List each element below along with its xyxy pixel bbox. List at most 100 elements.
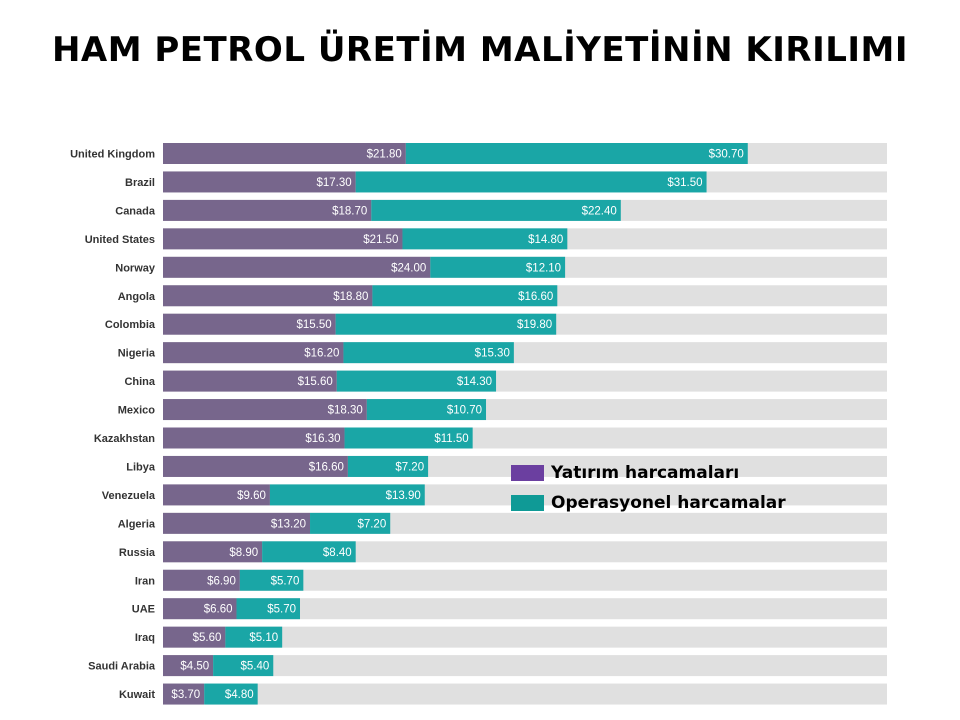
bar-segment-operational (236, 598, 301, 620)
bar-segment-investment (163, 199, 372, 221)
bar-segment-investment (163, 484, 270, 506)
data-label: $16.60 (518, 291, 553, 303)
data-label: $13.20 (271, 518, 306, 530)
data-label: $15.30 (475, 348, 510, 360)
category-label: Russia (119, 547, 156, 559)
category-label: Mexico (118, 405, 156, 417)
bar-segment-operational (366, 399, 487, 421)
bar-segment-operational (347, 455, 429, 477)
data-label: $19.80 (517, 319, 552, 331)
data-label: $6.90 (207, 575, 236, 587)
data-label: $18.70 (332, 205, 367, 217)
data-label: $5.60 (193, 632, 222, 644)
data-label: $15.60 (298, 376, 333, 388)
bar-segment-investment (163, 427, 345, 449)
bar-segment-investment (163, 399, 367, 421)
data-label: $5.70 (271, 575, 300, 587)
data-label: $8.90 (229, 547, 258, 559)
category-label: Libya (126, 461, 156, 473)
bar-segment-investment (163, 683, 205, 705)
bar-segment-operational (336, 370, 497, 392)
category-label: Kazakhstan (94, 433, 155, 445)
data-label: $6.60 (204, 604, 233, 616)
category-label: Venezuela (102, 490, 156, 502)
legend-swatch-operational (511, 495, 544, 511)
bar-segment-investment (163, 655, 214, 677)
bar-segment-operational (213, 655, 274, 677)
data-label: $4.80 (225, 689, 254, 701)
bar-segment-operational (405, 143, 748, 164)
category-label: Nigeria (118, 348, 156, 360)
data-label: $15.50 (296, 319, 331, 331)
data-label: $12.10 (526, 262, 561, 274)
category-label: Norway (115, 262, 156, 274)
legend-item-investment: Yatırım harcamaları (511, 458, 811, 488)
legend: Yatırım harcamaları Operasyonel harcamal… (511, 458, 811, 518)
data-label: $11.50 (434, 433, 468, 445)
legend-label-operational: Operasyonel harcamalar (551, 493, 786, 513)
bar-segment-investment (163, 512, 311, 534)
data-label: $5.70 (267, 604, 296, 616)
bar-segment-operational (344, 427, 473, 449)
data-label: $14.30 (457, 376, 492, 388)
data-label: $4.50 (180, 661, 209, 673)
data-label: $31.50 (667, 177, 702, 189)
category-label: Iran (135, 575, 155, 587)
bar-segment-operational (262, 541, 356, 563)
bar-segment-operational (372, 285, 558, 307)
category-label: Brazil (125, 177, 155, 189)
data-label: $16.60 (309, 461, 344, 473)
bar-segment-operational (430, 256, 566, 278)
data-label: $21.80 (367, 149, 402, 161)
slide-title: HAM PETROL ÜRETİM MALİYETİNİN KIRILIMI (51, 30, 909, 70)
bar-segment-investment (163, 143, 406, 164)
bar-segment-operational (355, 171, 707, 193)
data-label: $5.10 (249, 632, 278, 644)
bar-segment-investment (163, 342, 344, 364)
data-label: $21.50 (363, 234, 398, 246)
category-label: China (124, 376, 155, 388)
category-label: United States (85, 234, 155, 246)
bar-segment-operational (371, 199, 621, 221)
bar-segment-operational (269, 484, 425, 506)
data-label: $30.70 (709, 149, 744, 161)
bar-segment-investment (163, 370, 337, 392)
category-label: Iraq (135, 632, 155, 644)
bar-track (163, 598, 887, 620)
data-label: $16.30 (305, 433, 340, 445)
category-label: Saudi Arabia (88, 661, 156, 673)
bar-segment-investment (163, 228, 403, 250)
bar-segment-investment (163, 171, 356, 193)
bar-segment-investment (163, 626, 226, 648)
data-label: $16.20 (304, 348, 339, 360)
bar-segment-investment (163, 313, 336, 335)
bar-segment-operational (239, 569, 304, 591)
bar-segment-operational (225, 626, 283, 648)
bar-segment-operational (204, 683, 258, 705)
data-label: $13.90 (386, 490, 421, 502)
category-label: Kuwait (119, 689, 155, 701)
bar-segment-operational (310, 512, 391, 534)
data-label: $18.30 (328, 405, 363, 417)
data-label: $8.40 (323, 547, 352, 559)
data-label: $18.80 (333, 291, 368, 303)
legend-label-investment: Yatırım harcamaları (551, 463, 740, 483)
data-label: $24.00 (391, 262, 426, 274)
bar-segment-operational (343, 342, 514, 364)
bar-segment-investment (163, 569, 240, 591)
bar-segment-investment (163, 256, 431, 278)
data-label: $5.40 (240, 661, 269, 673)
legend-swatch-investment (511, 465, 544, 481)
bar-track (163, 569, 887, 591)
category-label: Canada (115, 205, 156, 217)
data-label: $7.20 (357, 518, 386, 530)
category-label: United Kingdom (70, 149, 155, 161)
category-label: UAE (132, 604, 155, 616)
bar-track (163, 655, 887, 677)
legend-item-operational: Operasyonel harcamalar (511, 488, 811, 518)
category-label: Colombia (105, 319, 156, 331)
category-label: Angola (118, 291, 156, 303)
bar-segment-investment (163, 598, 237, 620)
